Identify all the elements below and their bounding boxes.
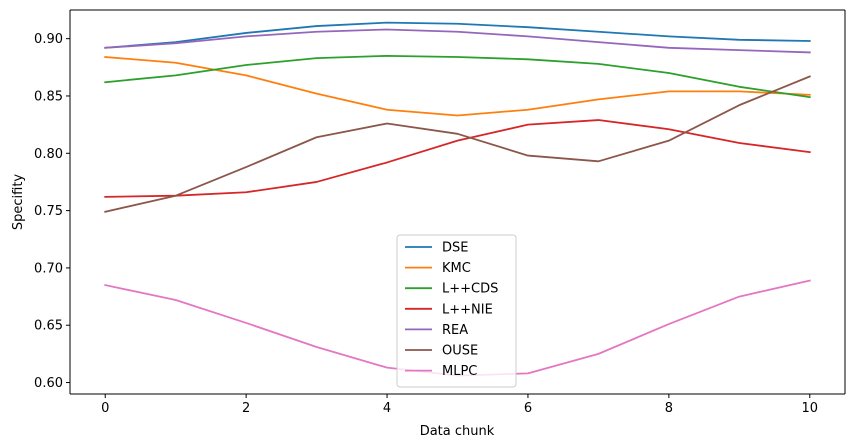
x-ticks: 0 2 4 6 8 10 bbox=[101, 394, 818, 416]
legend-label: MLPC bbox=[442, 364, 477, 379]
x-tick-label: 0 bbox=[101, 401, 109, 416]
x-axis-label: Data chunk bbox=[420, 424, 495, 439]
y-tick-label: 0.90 bbox=[34, 32, 63, 47]
series-line-kmc bbox=[104, 56, 811, 117]
legend-label: OUSE bbox=[442, 344, 478, 359]
x-tick-label: 6 bbox=[524, 401, 532, 416]
legend-items: DSE KMC L++CDS L++NIE REA OUSE MLPC bbox=[405, 241, 498, 379]
y-tick-label: 0.80 bbox=[34, 147, 63, 162]
legend-label: KMC bbox=[442, 261, 471, 276]
series-layer bbox=[104, 21, 811, 377]
y-tick-label: 0.85 bbox=[34, 89, 63, 104]
x-tick-label: 2 bbox=[242, 401, 250, 416]
y-tick-label: 0.75 bbox=[34, 204, 63, 219]
y-tick-label: 0.65 bbox=[34, 319, 63, 334]
series-line-dse bbox=[104, 21, 811, 49]
y-ticks: 0.60 0.65 0.70 0.75 0.80 0.85 0.90 bbox=[34, 32, 70, 391]
y-axis-label: Specifity bbox=[11, 174, 26, 231]
x-tick-label: 4 bbox=[383, 401, 391, 416]
series-line-ouse bbox=[104, 75, 811, 213]
series-line-l-cds bbox=[104, 54, 811, 99]
x-tick-label: 10 bbox=[801, 401, 818, 416]
legend-label: L++NIE bbox=[442, 302, 493, 317]
legend-frame bbox=[396, 234, 517, 388]
y-tick-label: 0.70 bbox=[34, 261, 63, 276]
legend-label: L++CDS bbox=[442, 282, 498, 297]
legend-label: REA bbox=[442, 323, 468, 338]
y-tick-label: 0.60 bbox=[34, 376, 63, 391]
series-line-l-nie bbox=[104, 119, 811, 198]
x-tick-label: 8 bbox=[665, 401, 673, 416]
series-line-rea bbox=[104, 28, 811, 54]
legend-label: DSE bbox=[442, 241, 468, 256]
axes-layer bbox=[69, 9, 846, 395]
legend: DSE KMC L++CDS L++NIE REA OUSE MLPC bbox=[396, 234, 517, 388]
